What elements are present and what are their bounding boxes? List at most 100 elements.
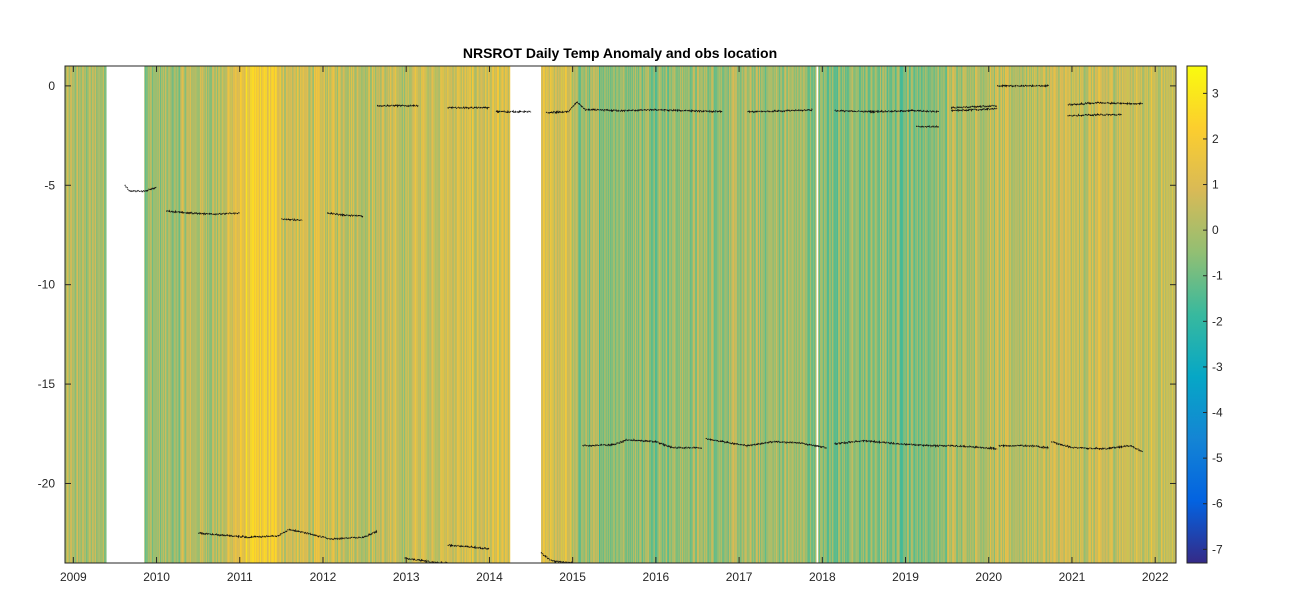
anomaly-stripe	[821, 66, 823, 563]
anomaly-stripe	[339, 66, 342, 563]
anomaly-stripe	[1126, 66, 1128, 563]
anomaly-stripe	[202, 66, 204, 563]
colorbar-tick-label: 3	[1212, 86, 1219, 100]
anomaly-stripe	[802, 66, 804, 563]
y-tick-label: -5	[44, 178, 55, 192]
anomaly-stripe	[407, 66, 409, 563]
anomaly-stripe	[866, 66, 868, 563]
anomaly-stripe	[238, 66, 240, 563]
anomaly-stripe	[410, 66, 412, 563]
anomaly-stripe	[849, 66, 852, 563]
anomaly-stripe	[1146, 66, 1148, 563]
anomaly-stripe	[873, 66, 875, 563]
obs-location-line	[1067, 112, 1123, 117]
anomaly-stripe	[327, 66, 329, 563]
anomaly-stripe	[887, 66, 889, 563]
anomaly-stripe	[266, 66, 268, 563]
anomaly-stripe	[877, 66, 879, 563]
anomaly-stripe	[1131, 66, 1133, 563]
anomaly-stripe	[1137, 66, 1139, 563]
anomaly-stripe	[748, 66, 750, 563]
anomaly-stripe	[1101, 66, 1103, 563]
anomaly-stripe	[813, 66, 815, 563]
anomaly-stripe	[608, 66, 610, 563]
anomaly-stripe	[393, 66, 395, 563]
chart-title: NRSROT Daily Temp Anomaly and obs locati…	[463, 45, 777, 61]
anomaly-stripe	[465, 66, 467, 563]
obs-location-line	[281, 217, 303, 222]
anomaly-stripe	[613, 66, 615, 563]
anomaly-stripe	[840, 66, 842, 563]
anomaly-stripe	[702, 66, 704, 563]
anomaly-stripe	[933, 66, 935, 563]
anomaly-stripe	[227, 66, 229, 563]
anomaly-stripe	[345, 66, 347, 563]
anomaly-stripe	[1116, 66, 1118, 563]
anomaly-stripe	[689, 66, 691, 563]
obs-location-line	[950, 104, 998, 110]
anomaly-stripe	[550, 66, 552, 563]
anomaly-stripe	[574, 66, 577, 563]
anomaly-stripe	[177, 66, 179, 563]
anomaly-stripe	[1173, 66, 1175, 563]
anomaly-stripe	[895, 66, 897, 563]
anomaly-stripe	[804, 66, 806, 563]
anomaly-stripe	[418, 66, 420, 563]
x-tick-label: 2020	[975, 570, 1002, 584]
anomaly-stripe	[982, 66, 984, 563]
anomaly-stripe	[1150, 66, 1152, 563]
anomaly-stripe	[658, 66, 660, 563]
obs-location-line	[376, 103, 419, 108]
anomaly-stripe	[156, 66, 158, 563]
anomaly-stripe	[317, 66, 320, 563]
anomaly-stripe	[592, 66, 595, 563]
anomaly-stripe	[1162, 66, 1164, 563]
anomaly-stripe	[1065, 66, 1067, 563]
anomaly-stripe	[1174, 66, 1176, 563]
anomaly-stripe	[807, 66, 809, 563]
anomaly-stripe	[403, 66, 405, 563]
anomaly-stripe	[1172, 66, 1174, 563]
anomaly-stripe	[969, 66, 971, 563]
anomaly-stripe	[503, 66, 505, 563]
anomaly-stripe	[580, 66, 582, 563]
anomaly-stripe	[678, 66, 680, 563]
anomaly-stripe	[237, 66, 239, 563]
x-tick-label: 2021	[1059, 570, 1086, 584]
anomaly-stripe	[823, 66, 826, 563]
anomaly-stripe	[391, 66, 393, 563]
anomaly-stripe	[672, 66, 674, 563]
anomaly-stripe	[415, 66, 417, 563]
anomaly-stripe	[801, 66, 803, 563]
anomaly-stripe	[625, 66, 627, 563]
anomaly-stripe	[710, 66, 712, 563]
anomaly-stripe	[611, 66, 613, 563]
anomaly-stripe	[96, 66, 99, 563]
anomaly-stripe	[1118, 66, 1120, 563]
anomaly-stripe	[291, 66, 293, 563]
anomaly-stripe	[469, 66, 471, 563]
anomaly-stripe	[489, 66, 491, 563]
anomaly-stripe	[688, 66, 690, 563]
anomaly-stripe	[421, 66, 423, 563]
anomaly-stripe	[921, 66, 923, 563]
anomaly-stripe	[248, 66, 250, 563]
anomaly-stripe	[1053, 66, 1055, 563]
anomaly-stripe	[311, 66, 314, 563]
anomaly-stripe	[242, 66, 244, 563]
anomaly-stripe	[434, 66, 436, 563]
anomaly-stripe	[443, 66, 445, 563]
anomaly-stripe	[826, 66, 828, 563]
anomaly-stripe	[1068, 66, 1070, 563]
anomaly-stripe	[649, 66, 651, 563]
anomaly-stripe	[609, 66, 611, 563]
anomaly-stripe	[849, 66, 851, 563]
anomaly-stripe	[1091, 66, 1093, 563]
anomaly-stripe	[1031, 66, 1033, 563]
anomaly-stripe	[370, 66, 372, 563]
anomaly-stripe	[571, 66, 573, 563]
anomaly-stripe	[264, 66, 266, 563]
anomaly-stripe	[76, 66, 79, 563]
anomaly-stripe	[586, 66, 589, 563]
anomaly-stripe	[759, 66, 761, 563]
